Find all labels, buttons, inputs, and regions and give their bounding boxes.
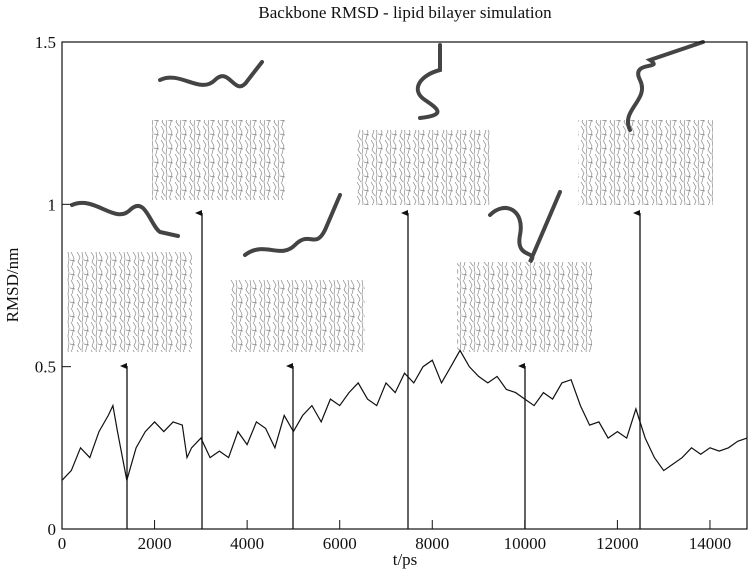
y-tick-label: 1: [48, 195, 57, 214]
peptide: [243, 193, 342, 257]
x-tick-label: 2000: [138, 534, 172, 553]
bilayer: [457, 262, 592, 352]
x-tick-label: 6000: [323, 534, 357, 553]
plot-frame: [61, 41, 748, 530]
peptide: [70, 201, 180, 238]
y-tick-label: 1.5: [35, 33, 56, 52]
bilayer: [230, 280, 365, 352]
x-tick-label: 10000: [504, 534, 547, 553]
x-axis-label: t/ps: [393, 550, 418, 569]
peptide: [488, 190, 562, 264]
rmsd-line: [61, 349, 748, 481]
y-axis-label: RMSD/nm: [3, 248, 22, 323]
bilayer: [357, 130, 490, 205]
arrows: [120, 210, 641, 529]
chart-title: Backbone RMSD - lipid bilayer simulation: [258, 3, 552, 22]
bilayer: [152, 120, 287, 200]
bilayer: [67, 252, 192, 352]
peptide: [626, 40, 705, 132]
peptide: [415, 43, 442, 120]
peptide: [158, 60, 264, 89]
x-tick-label: 4000: [230, 534, 264, 553]
x-tick-label: 12000: [596, 534, 639, 553]
bilayer: [578, 120, 713, 205]
x-tick-label: 8000: [415, 534, 449, 553]
y-tick-label: 0: [48, 520, 57, 539]
x-tick-label: 0: [58, 534, 67, 553]
insets: [67, 40, 713, 352]
y-tick-label: 0.5: [35, 358, 56, 377]
x-tick-label: 14000: [689, 534, 732, 553]
